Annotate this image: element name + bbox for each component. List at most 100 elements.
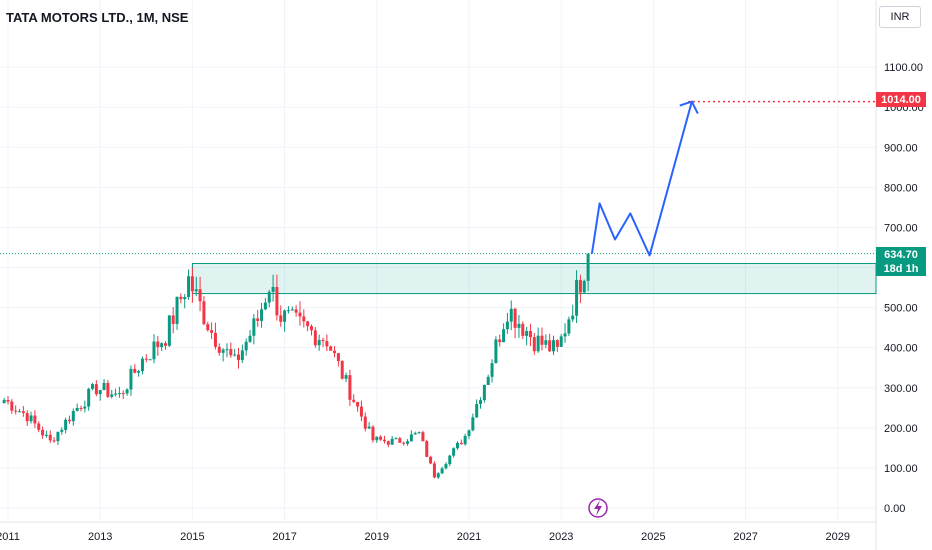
candle-body — [171, 315, 175, 324]
candle-body — [14, 410, 18, 412]
candle — [102, 379, 106, 391]
candle — [64, 417, 68, 434]
candle-body — [544, 340, 548, 345]
candle — [494, 336, 498, 364]
candle-body — [528, 331, 532, 338]
candle-body — [248, 335, 252, 342]
candle — [356, 401, 360, 412]
candle — [137, 369, 141, 377]
candle-body — [194, 289, 198, 292]
candle-body — [121, 393, 125, 395]
candle-body — [210, 330, 214, 333]
candle — [432, 461, 436, 479]
candle — [83, 400, 87, 413]
candle — [33, 410, 37, 428]
candle — [425, 439, 429, 458]
x-tick-label: 2011 — [0, 531, 20, 543]
candle — [194, 276, 198, 297]
candle-body — [275, 286, 279, 316]
candle — [271, 274, 275, 302]
candle-body — [244, 341, 248, 351]
candle-body — [552, 340, 556, 352]
candle-body — [148, 359, 152, 361]
candle — [444, 462, 448, 470]
candle — [371, 425, 375, 443]
candle-body — [367, 426, 371, 429]
candle-body — [336, 353, 340, 361]
candle-body — [29, 415, 33, 422]
candle-body — [52, 440, 56, 442]
candle — [221, 348, 225, 362]
candle-body — [586, 253, 590, 281]
candle — [213, 322, 217, 350]
candle-body — [48, 434, 52, 441]
candle — [505, 312, 509, 334]
candle-body — [421, 432, 425, 442]
candle — [37, 421, 41, 433]
candle-body — [202, 301, 206, 325]
candle-body — [79, 407, 83, 409]
currency-button[interactable]: INR — [879, 6, 921, 28]
candle — [75, 403, 79, 412]
candle — [190, 267, 194, 303]
y-tick-label: 700.00 — [884, 222, 918, 234]
candle — [333, 346, 337, 358]
candle — [87, 387, 91, 411]
candle — [517, 315, 521, 338]
candle — [206, 321, 210, 332]
lightning-icon[interactable] — [588, 498, 608, 518]
candle-body — [167, 315, 171, 346]
candle — [321, 337, 325, 347]
candle — [390, 435, 394, 445]
candle — [359, 400, 363, 422]
candle-body — [298, 312, 302, 317]
candle-body — [463, 435, 467, 445]
candle — [256, 309, 260, 327]
candle — [394, 437, 398, 440]
candle-body — [582, 280, 586, 293]
x-tick-label: 2017 — [272, 531, 296, 543]
candle — [336, 353, 340, 367]
candle-body — [578, 280, 582, 293]
candle — [417, 431, 421, 434]
candle-body — [452, 448, 456, 456]
candle-body — [325, 341, 329, 347]
x-axis[interactable]: 2011 2013 2015 2017 2019 2021 2023 2025 2027 2029 — [0, 531, 850, 543]
candle — [167, 315, 171, 348]
candle-body — [221, 349, 225, 353]
candle-body — [263, 302, 267, 310]
candle — [160, 342, 164, 351]
candle-body — [352, 399, 356, 402]
candle-body — [321, 339, 325, 342]
candle-body — [348, 375, 352, 400]
candle-body — [233, 354, 237, 356]
candle-body — [356, 401, 360, 407]
support-zone — [191, 263, 877, 295]
candle-body — [71, 410, 75, 422]
candle-body — [417, 432, 421, 434]
candle-body — [44, 434, 48, 436]
candle — [279, 305, 283, 327]
candle — [479, 397, 483, 409]
candle-body — [575, 280, 579, 316]
candle — [263, 297, 267, 311]
candle-body — [87, 388, 91, 407]
candle-body — [64, 419, 68, 430]
candle — [306, 320, 310, 332]
y-axis[interactable]: 0.00100.00200.00300.00400.00500.00600.00… — [884, 62, 924, 515]
candle-body — [394, 438, 398, 440]
candle — [229, 342, 233, 358]
candle-body — [509, 308, 513, 322]
candle — [532, 332, 536, 355]
candle — [29, 411, 33, 424]
candle-body — [306, 321, 310, 327]
candle — [352, 394, 356, 403]
candle-body — [206, 324, 210, 331]
candle — [148, 359, 152, 361]
candle — [52, 437, 56, 443]
projection-arrowhead — [679, 100, 699, 115]
candle — [18, 408, 22, 413]
candle — [467, 429, 471, 440]
candle — [329, 345, 333, 351]
